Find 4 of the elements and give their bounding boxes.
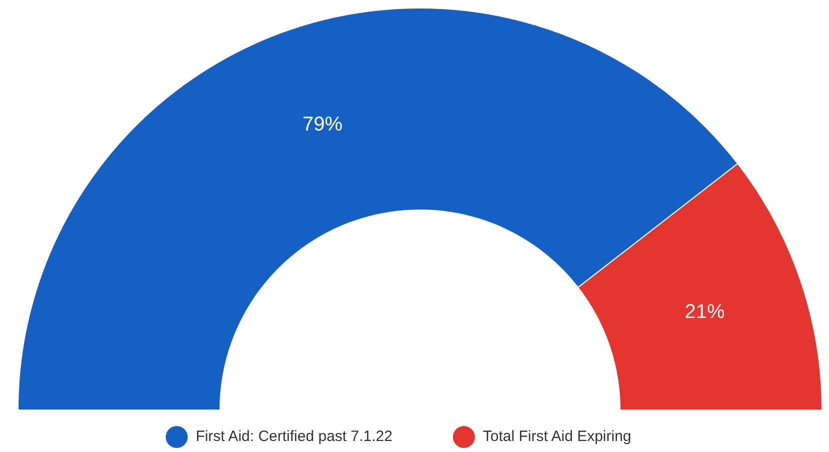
- data-label: 79%: [302, 114, 343, 136]
- legend-label: Total First Aid Expiring: [482, 428, 632, 445]
- legend-label: First Aid: Certified past 7.1.22: [196, 428, 392, 445]
- data-label: 21%: [684, 300, 725, 323]
